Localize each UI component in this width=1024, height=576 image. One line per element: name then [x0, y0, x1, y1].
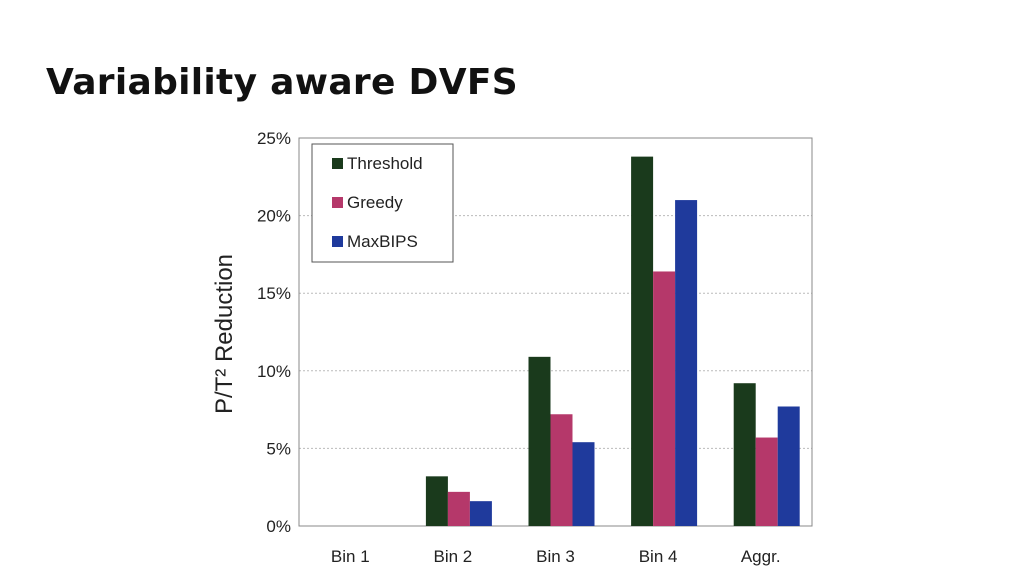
bar-greedy [653, 271, 676, 526]
y-axis-ticks: 0% 5% 10% 15% 20% 25% [257, 129, 291, 536]
bars [425, 156, 800, 526]
bar-threshold [733, 383, 756, 526]
y-tick-label: 0% [266, 517, 291, 536]
bar-greedy [447, 491, 470, 526]
bar-greedy [755, 437, 778, 526]
slide-title: Variability aware DVFS [46, 62, 518, 103]
y-tick-label: 25% [257, 129, 291, 148]
bar-maxbips [777, 406, 800, 526]
bar-maxbips [675, 200, 698, 526]
x-category-label: Bin 1 [331, 547, 370, 566]
y-axis-label: P/T² Reduction [211, 254, 238, 414]
y-tick-label: 15% [257, 284, 291, 303]
legend-swatch [332, 236, 343, 247]
bar-greedy [550, 414, 573, 526]
bar-threshold [528, 356, 551, 526]
bar-maxbips [572, 442, 595, 526]
bar-threshold [425, 476, 448, 526]
bar-threshold [631, 156, 654, 526]
x-category-label: Bin 4 [639, 547, 678, 566]
x-category-label: Bin 2 [434, 547, 473, 566]
y-tick-label: 10% [257, 362, 291, 381]
y-tick-label: 20% [257, 207, 291, 226]
x-axis-categories: Bin 1 Bin 2 Bin 3 Bin 4 Aggr. [331, 547, 781, 566]
x-category-label: Bin 3 [536, 547, 575, 566]
legend-label: MaxBIPS [347, 232, 418, 251]
legend-swatch [332, 158, 343, 169]
legend-label: Greedy [347, 193, 403, 212]
legend: Threshold Greedy MaxBIPS [311, 143, 454, 263]
y-tick-label: 5% [266, 439, 291, 458]
legend-label: Threshold [347, 154, 423, 173]
bar-maxbips [469, 501, 492, 526]
legend-swatch [332, 197, 343, 208]
x-category-label: Aggr. [741, 547, 781, 566]
